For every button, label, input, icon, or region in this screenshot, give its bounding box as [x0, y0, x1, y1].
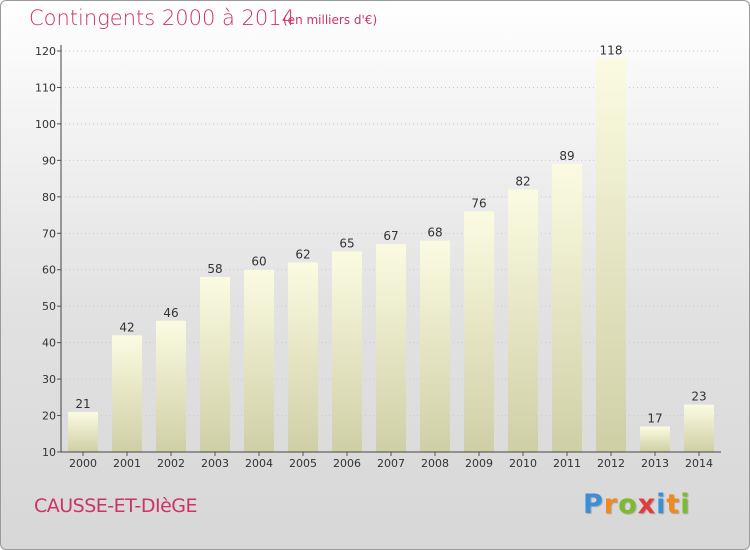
y-tick-label: 50: [42, 300, 56, 313]
bar-2006: [332, 251, 362, 452]
bar-value-label: 67: [383, 229, 398, 243]
x-tick-label: 2008: [421, 457, 449, 470]
commune-name: CAUSSE-ET-DIèGE: [34, 495, 198, 517]
bar-2005: [288, 262, 318, 452]
bar-value-label: 118: [600, 43, 623, 57]
bar-value-label: 46: [163, 306, 178, 320]
bar-value-label: 17: [647, 411, 662, 425]
y-tick-label: 80: [42, 191, 56, 204]
x-tick-label: 2000: [69, 457, 97, 470]
y-tick-label: 60: [42, 264, 56, 277]
logo-letter: i: [656, 489, 667, 520]
logo-letter: o: [618, 489, 638, 520]
y-tick-label: 120: [35, 45, 56, 58]
bars: [68, 58, 714, 453]
bar-2007: [376, 244, 406, 452]
bar-value-label: 42: [119, 320, 134, 334]
logo-letter: t: [666, 489, 681, 520]
x-tick-label: 2013: [641, 457, 669, 470]
chart-subtitle: (en milliers d'€): [283, 13, 378, 27]
y-tick-label: 100: [35, 118, 56, 131]
bar-value-label: 82: [515, 175, 530, 189]
x-tick-label: 2005: [289, 457, 317, 470]
bar-2008: [420, 240, 450, 452]
bar-2011: [552, 164, 582, 452]
bar-value-label: 21: [75, 397, 90, 411]
y-tick-label: 30: [42, 373, 56, 386]
bar-value-label: 68: [427, 226, 442, 240]
x-tick-label: 2009: [465, 457, 493, 470]
x-tick-label: 2001: [113, 457, 141, 470]
logo-letter: r: [603, 489, 619, 520]
bar-2014: [684, 404, 714, 452]
x-tick-label: 2011: [553, 457, 581, 470]
y-tick-label: 10: [42, 446, 56, 459]
bar-value-label: 89: [559, 149, 574, 163]
labels: 10 20 30 40 50 60 70 80 90 100 110 120 21 2000 42 2001 4…: [35, 43, 713, 470]
bar-2004: [244, 269, 274, 452]
bar-2010: [508, 189, 538, 452]
y-tick-label: 70: [42, 227, 56, 240]
bar-2000: [68, 411, 98, 452]
x-tick-label: 2003: [201, 457, 229, 470]
bar-2012: [596, 58, 626, 453]
bar-value-label: 76: [471, 196, 486, 210]
logo-letter: x: [637, 489, 657, 520]
logo-letter: P: [583, 489, 604, 520]
y-tick-label: 40: [42, 337, 56, 350]
x-tick-label: 2006: [333, 457, 361, 470]
bar-value-label: 23: [691, 390, 706, 404]
x-tick-label: 2007: [377, 457, 405, 470]
y-tick-label: 90: [42, 154, 56, 167]
x-tick-label: 2002: [157, 457, 185, 470]
bar-2013: [640, 426, 670, 452]
bar-2003: [200, 277, 230, 452]
bar-2002: [156, 320, 186, 452]
x-tick-label: 2010: [509, 457, 537, 470]
x-tick-label: 2004: [245, 457, 273, 470]
y-tick-label: 20: [42, 410, 56, 423]
axes: [57, 45, 721, 456]
y-tick-label: 110: [35, 81, 56, 94]
bar-value-label: 62: [295, 247, 310, 261]
bar-2001: [112, 335, 142, 452]
bar-2009: [464, 211, 494, 452]
x-tick-label: 2012: [597, 457, 625, 470]
chart-title: Contingents 2000 à 2014: [29, 6, 295, 30]
x-tick-label: 2014: [685, 457, 713, 470]
logo-letter: i: [680, 489, 691, 520]
bar-value-label: 58: [207, 262, 222, 276]
proxiti-logo: Proxiti: [583, 489, 691, 520]
bar-value-label: 60: [251, 255, 266, 269]
bar-value-label: 65: [339, 237, 354, 251]
